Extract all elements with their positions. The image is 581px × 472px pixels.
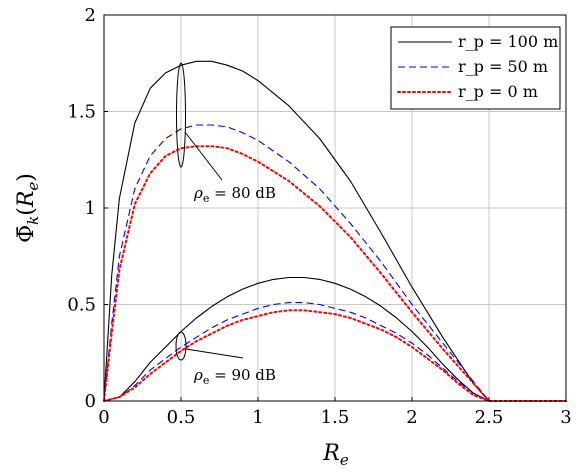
legend: r_p = 100 m r_p = 50 m r_p = 0 m <box>390 26 561 110</box>
series-layer <box>103 60 567 402</box>
legend-box <box>390 26 561 110</box>
y-tick-label: 2 <box>85 5 96 26</box>
annotation-pointer-90db <box>185 348 244 359</box>
x-tick-label: 0.5 <box>167 407 196 428</box>
x-tick-label: 1.5 <box>321 407 350 428</box>
ticks: 0 0.5 1 1.5 2 2.5 3 0 0.5 1 1.5 2 <box>67 5 571 428</box>
series-line-0 <box>103 60 566 402</box>
series-line-4 <box>103 302 566 402</box>
series-line-3 <box>103 276 566 402</box>
x-axis-label: Re <box>322 441 349 469</box>
x-tick-label: 2 <box>406 407 417 428</box>
legend-label-2: r_p = 0 m <box>458 82 538 101</box>
series-line-1 <box>103 124 566 402</box>
annotations: ρe = 80 dB ρe = 90 dB <box>175 62 276 387</box>
x-tick-label: 1 <box>252 407 263 428</box>
x-tick-label: 2.5 <box>475 407 504 428</box>
legend-label-0: r_p = 100 m <box>458 32 558 51</box>
legend-label-1: r_p = 50 m <box>458 57 548 76</box>
annotation-ellipse-90db <box>175 331 187 361</box>
series-line-5 <box>103 309 567 402</box>
y-tick-label: 1 <box>85 198 96 219</box>
x-tick-label: 0 <box>98 407 109 428</box>
y-tick-label: 1.5 <box>67 102 96 123</box>
x-tick-label: 3 <box>560 407 571 428</box>
annotation-label-80db: ρe = 80 dB <box>193 184 276 205</box>
annotation-ellipse-80db <box>176 62 186 168</box>
y-tick-label: 0.5 <box>67 295 96 316</box>
series-line-2 <box>103 145 567 402</box>
annotation-pointer-80db <box>184 131 223 181</box>
annotation-label-90db: ρe = 90 dB <box>193 366 276 387</box>
y-tick-label: 0 <box>85 391 96 412</box>
y-axis-label: Φ̄k(Re) <box>14 173 42 243</box>
